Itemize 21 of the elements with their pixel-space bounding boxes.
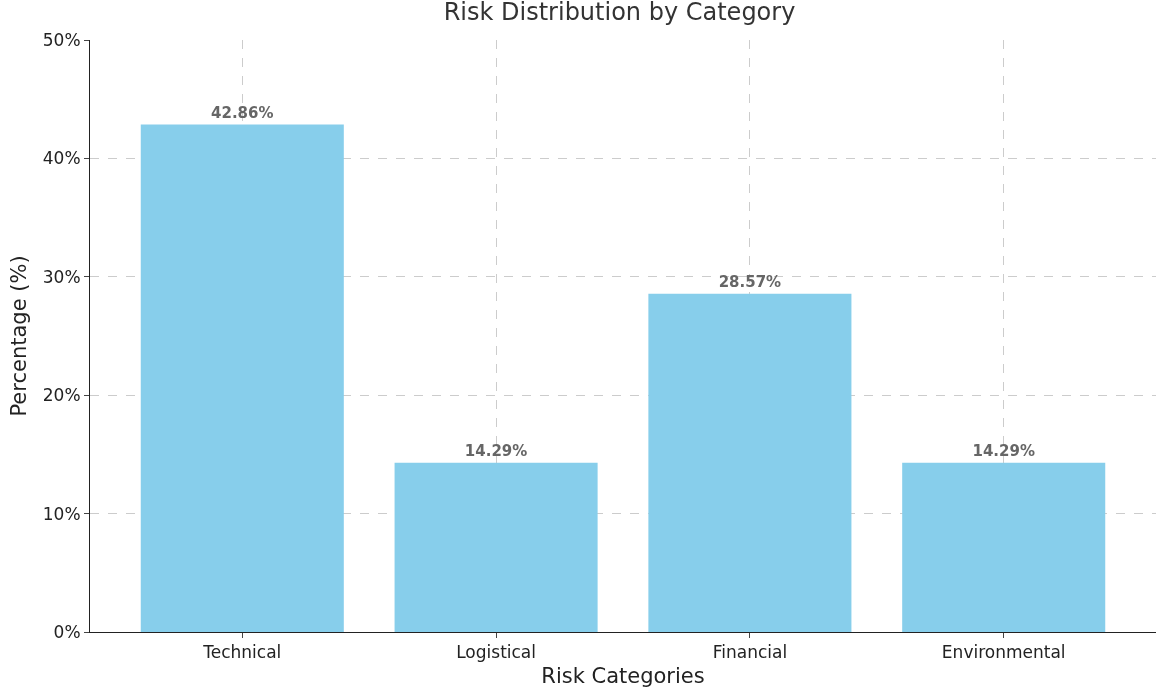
y-tick-label: 40% bbox=[42, 148, 81, 169]
y-tick-label: 20% bbox=[42, 385, 81, 406]
y-tick-label: 50% bbox=[42, 29, 81, 50]
bar bbox=[902, 462, 1106, 632]
bar bbox=[648, 293, 852, 632]
data-label: 42.86% bbox=[211, 103, 274, 122]
data-label: 28.57% bbox=[718, 272, 782, 291]
y-tick-label: 30% bbox=[42, 266, 81, 287]
chart-title: Risk Distribution by Category bbox=[443, 0, 796, 27]
x-axis-title: Risk Categories bbox=[541, 664, 705, 688]
bar bbox=[394, 462, 598, 632]
x-tick-label: Environmental bbox=[941, 642, 1066, 663]
x-tick-label: Logistical bbox=[456, 642, 537, 663]
x-tick-label: Technical bbox=[202, 642, 282, 663]
y-tick-label: 0% bbox=[53, 621, 81, 642]
data-label: 14.29% bbox=[464, 441, 528, 460]
data-label: 14.29% bbox=[972, 441, 1035, 460]
x-tick-label: Financial bbox=[712, 642, 788, 663]
bar bbox=[140, 124, 344, 632]
y-tick-label: 10% bbox=[42, 503, 81, 524]
y-axis-title: Percentage (%) bbox=[6, 255, 31, 417]
